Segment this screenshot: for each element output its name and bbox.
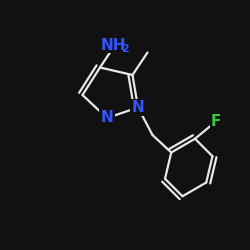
Text: N: N [132,100,144,115]
Text: 2: 2 [122,44,130,54]
Text: NH: NH [101,38,126,52]
Text: F: F [211,114,222,129]
Text: N: N [100,110,114,126]
